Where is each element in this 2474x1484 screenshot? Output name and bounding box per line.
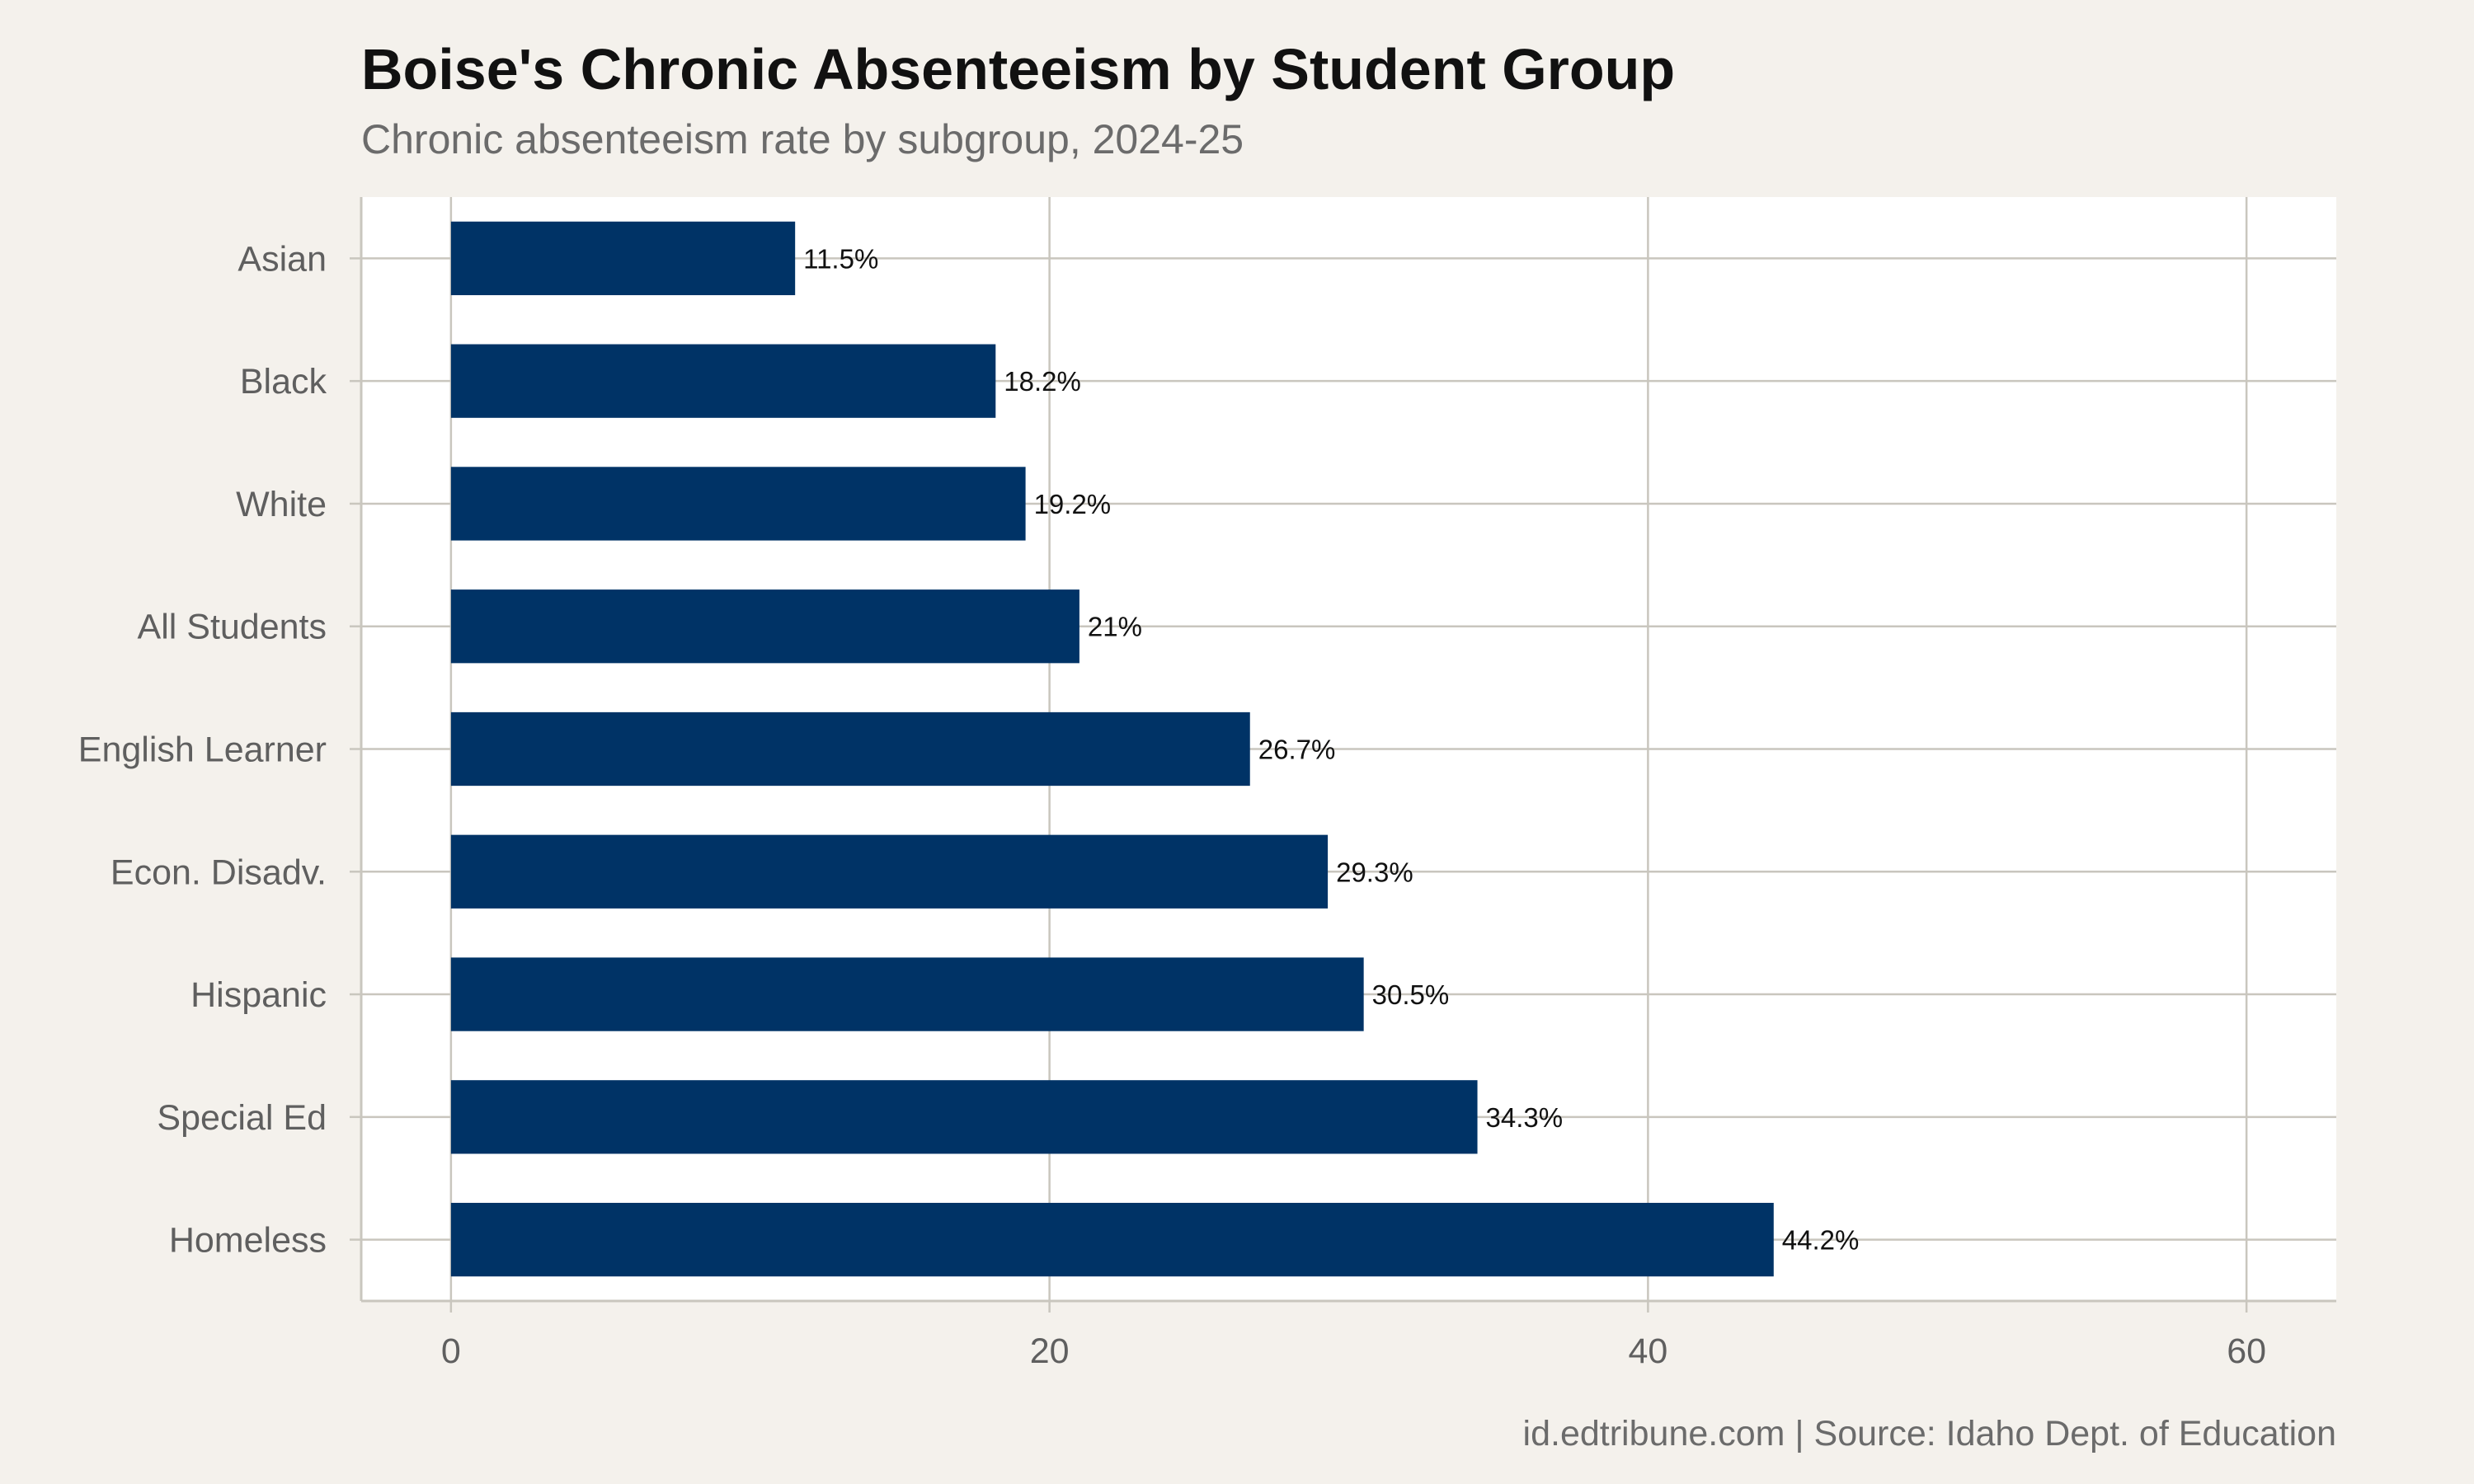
bar-black [450,344,996,418]
axes [350,197,2336,1313]
data-label: 26.7% [1258,735,1336,765]
chart-caption: id.edtribune.com | Source: Idaho Dept. o… [1522,1414,2336,1453]
bar-hispanic [450,957,1364,1031]
x-tick-label: 40 [1628,1331,1667,1371]
category-label: Special Ed [157,1098,327,1138]
x-tick-label: 60 [2227,1331,2266,1371]
data-label: 21% [1088,612,1142,642]
category-label: Hispanic [190,975,327,1015]
data-label: 29.3% [1336,857,1413,887]
category-label: All Students [138,608,327,647]
bar-special-ed [450,1080,1478,1154]
category-label: Black [240,362,327,402]
data-label: 44.2% [1782,1225,1860,1256]
data-label: 34.3% [1486,1102,1564,1133]
category-label: Econ. Disadv. [111,852,327,892]
category-label: Asian [238,239,327,279]
data-label: 30.5% [1372,979,1450,1010]
bar-english-learner [450,711,1250,787]
chart-subtitle: Chronic absenteeism rate by subgroup, 20… [361,116,1244,162]
bar-homeless [450,1202,1774,1277]
category-label: Homeless [169,1221,327,1261]
chart-title: Boise's Chronic Absenteeism by Student G… [361,37,1676,101]
data-label: 19.2% [1034,489,1112,519]
data-label: 18.2% [1004,366,1081,397]
bar-econ-disadv [450,834,1329,909]
bar-asian [450,221,796,296]
bar-all-students [450,589,1079,664]
x-tick-label: 0 [441,1331,461,1371]
x-tick-label: 20 [1030,1331,1070,1371]
labels: Asian Black White All Students English Learn… [78,239,2266,1371]
data-label: 11.5% [803,243,878,274]
category-label: White [236,485,327,524]
category-label: English Learner [78,730,327,770]
bars [450,221,1774,1277]
bar-white [450,467,1026,541]
